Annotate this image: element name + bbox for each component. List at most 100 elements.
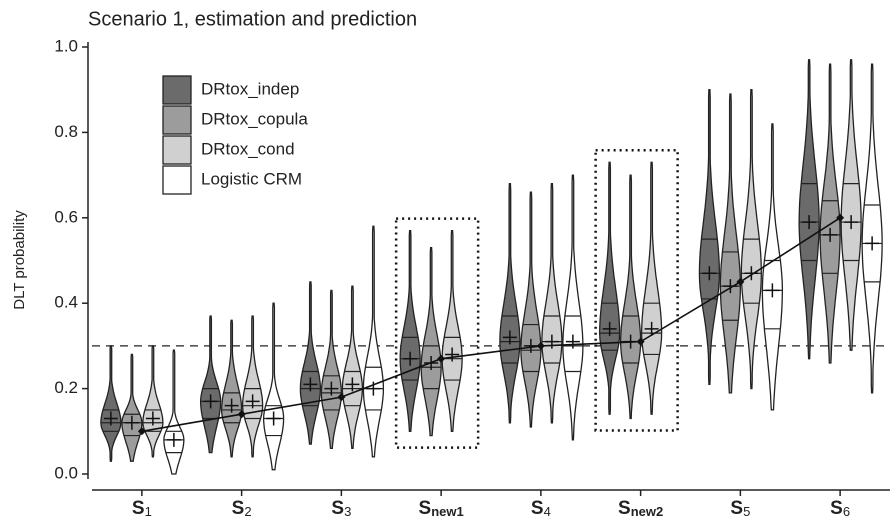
x-tick-label: S4 bbox=[531, 498, 551, 519]
mean-marker bbox=[644, 321, 659, 336]
legend-label: DRtox_indep bbox=[201, 79, 299, 98]
y-tick-label: 0.0 bbox=[54, 463, 78, 482]
chart-title: Scenario 1, estimation and prediction bbox=[88, 8, 417, 30]
mean-marker bbox=[266, 411, 281, 426]
x-tick-label: S3 bbox=[331, 498, 351, 519]
category-sub: 4 bbox=[544, 504, 551, 519]
mean-marker bbox=[324, 381, 339, 396]
mean-marker bbox=[124, 415, 139, 430]
true-probability-point bbox=[836, 213, 845, 222]
violin bbox=[362, 225, 385, 458]
category-sub: 1 bbox=[145, 504, 152, 519]
violin bbox=[100, 345, 122, 462]
x-tick-label: Snew2 bbox=[618, 498, 663, 519]
true-probability-line bbox=[141, 217, 841, 433]
true-probability-point bbox=[636, 337, 645, 346]
highlight-box bbox=[594, 149, 679, 432]
violin bbox=[861, 63, 883, 394]
mean-marker bbox=[103, 411, 118, 426]
y-tick-label: 0.6 bbox=[54, 207, 78, 226]
mean-marker bbox=[723, 279, 738, 294]
mean-marker bbox=[145, 411, 160, 426]
category-main: S bbox=[730, 498, 743, 519]
violin bbox=[399, 229, 421, 432]
y-tick-label: 1.0 bbox=[54, 36, 78, 55]
violin bbox=[341, 285, 364, 450]
mean-marker bbox=[245, 394, 260, 409]
mean-marker bbox=[765, 283, 780, 298]
category-main: S bbox=[531, 498, 544, 519]
mean-marker bbox=[565, 334, 580, 349]
y-axis-label: DLT probability bbox=[11, 210, 28, 310]
violin bbox=[798, 59, 820, 360]
mean-marker bbox=[802, 215, 817, 230]
true-probability-point bbox=[536, 341, 545, 350]
violin bbox=[121, 353, 143, 462]
violin bbox=[299, 281, 322, 445]
violin bbox=[220, 319, 243, 458]
y-tick-label: 0.2 bbox=[54, 378, 78, 397]
mean-marker bbox=[844, 215, 859, 230]
violin bbox=[499, 182, 521, 424]
mean-marker bbox=[744, 266, 759, 281]
violin bbox=[520, 191, 542, 428]
category-sub: 5 bbox=[743, 504, 750, 519]
category-sub: new1 bbox=[431, 504, 464, 519]
violin bbox=[262, 302, 285, 471]
legend-label: Logistic CRM bbox=[201, 169, 302, 188]
category-sub: 2 bbox=[244, 504, 251, 519]
y-tick-label: 0.8 bbox=[54, 122, 78, 141]
mean-marker bbox=[166, 432, 181, 447]
x-tick-label: S2 bbox=[232, 498, 252, 519]
violin bbox=[619, 174, 642, 420]
violin bbox=[420, 247, 442, 437]
violin bbox=[562, 174, 584, 441]
mean-marker bbox=[345, 377, 360, 392]
category-sub: 3 bbox=[344, 504, 351, 519]
category-sub: 6 bbox=[843, 504, 850, 519]
category-main: S bbox=[331, 498, 344, 519]
true-probability-point bbox=[437, 354, 446, 363]
legend-swatch bbox=[162, 105, 192, 135]
x-tick-label: S6 bbox=[830, 498, 850, 519]
violin bbox=[199, 315, 222, 454]
category-main: S bbox=[618, 498, 631, 519]
mean-marker bbox=[865, 236, 880, 251]
true-probability-point bbox=[736, 277, 745, 286]
legend-label: DRtox_cond bbox=[201, 139, 295, 158]
violin bbox=[840, 59, 862, 351]
true-probability-point bbox=[237, 410, 246, 419]
true-probability-point bbox=[137, 427, 146, 436]
violin bbox=[541, 182, 563, 424]
mean-marker bbox=[366, 381, 381, 396]
violin bbox=[320, 289, 343, 450]
mean-marker bbox=[544, 334, 559, 349]
mean-marker bbox=[602, 321, 617, 336]
mean-marker bbox=[823, 227, 838, 242]
legend-label: DRtox_copula bbox=[201, 109, 308, 128]
mean-marker bbox=[303, 377, 318, 392]
category-main: S bbox=[830, 498, 843, 519]
legend-swatch bbox=[162, 165, 192, 195]
violin bbox=[761, 123, 784, 411]
violin bbox=[142, 345, 164, 458]
mean-marker bbox=[203, 394, 218, 409]
violin bbox=[241, 315, 264, 458]
category-main: S bbox=[232, 498, 245, 519]
violin bbox=[698, 89, 721, 385]
violin bbox=[640, 161, 663, 415]
y-tick-label: 0.4 bbox=[54, 293, 78, 312]
violin bbox=[719, 93, 742, 394]
violin bbox=[598, 161, 621, 415]
legend-swatch bbox=[162, 75, 192, 105]
category-main: S bbox=[132, 498, 145, 519]
violin bbox=[441, 229, 463, 432]
violin bbox=[163, 349, 185, 475]
mean-marker bbox=[502, 330, 517, 345]
category-sub: new2 bbox=[631, 504, 664, 519]
mean-marker bbox=[445, 347, 460, 362]
x-tick-label: S5 bbox=[730, 498, 750, 519]
true-probability-point bbox=[337, 393, 346, 402]
mean-marker bbox=[403, 351, 418, 366]
